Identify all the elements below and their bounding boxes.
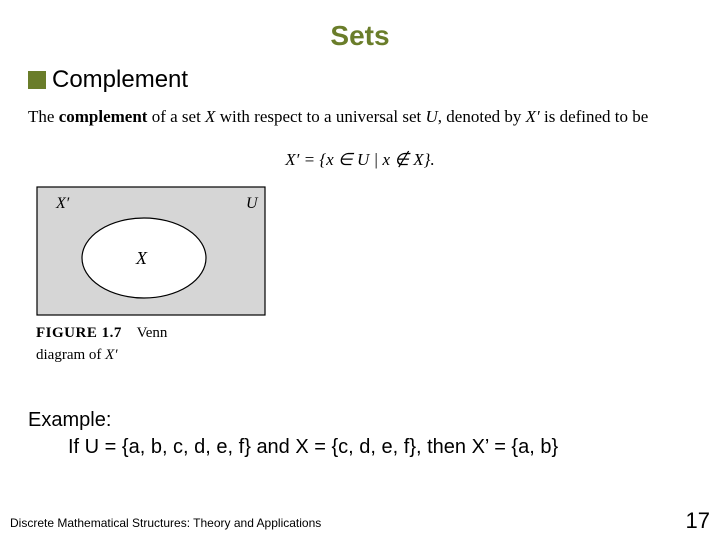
def-pre: The (28, 107, 59, 126)
def-post: is defined to be (540, 107, 649, 126)
def-U: U (426, 107, 438, 126)
figure-caption: FIGURE 1.7 Venn diagram of X′ (36, 322, 296, 367)
venn-diagram-svg: X′ U X (36, 186, 266, 316)
def-mid3: , denoted by (438, 107, 526, 126)
venn-figure: X′ U X FIGURE 1.7 Venn diagram of X′ (36, 186, 296, 367)
example-head: Example: (28, 409, 111, 431)
def-mid2: with respect to a universal set (215, 107, 425, 126)
bullet-row: Complement (28, 66, 692, 94)
example-block: Example: If U = {a, b, c, d, e, f} and X… (28, 407, 692, 461)
slide-title: Sets (28, 20, 692, 52)
def-Xp: X′ (526, 107, 540, 126)
bullet-square-icon (28, 71, 46, 89)
figure-label: FIGURE 1.7 (36, 325, 122, 341)
def-X: X (205, 107, 215, 126)
footer-text: Discrete Mathematical Structures: Theory… (10, 516, 321, 530)
definition-text: The complement of a set X with respect t… (28, 104, 692, 130)
def-bold: complement (59, 107, 148, 126)
figure-line2-xp: X′ (105, 347, 117, 363)
venn-label-x: X (135, 248, 148, 268)
venn-label-xprime: X′ (55, 195, 70, 212)
complement-formula: X′ = {x ∈ U | x ∉ X}. (28, 150, 692, 170)
page-number: 17 (686, 508, 710, 534)
def-mid1: of a set (147, 107, 205, 126)
bullet-label: Complement (52, 66, 188, 94)
example-body: If U = {a, b, c, d, e, f} and X = {c, d,… (28, 434, 558, 461)
venn-label-u: U (246, 195, 259, 212)
figure-line2-pre: diagram of (36, 347, 105, 363)
figure-venn-word: Venn (137, 325, 168, 341)
slide: Sets Complement The complement of a set … (0, 0, 720, 540)
